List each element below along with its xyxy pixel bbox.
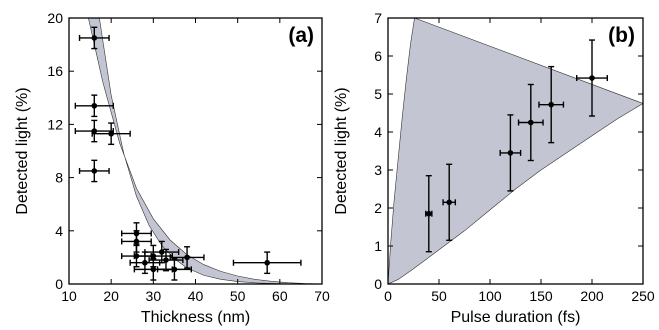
- data-marker: [171, 266, 178, 273]
- y-tick-label: 3: [374, 162, 382, 178]
- data-point: [91, 122, 131, 146]
- data-marker: [507, 150, 514, 156]
- x-tick-label: 20: [103, 288, 119, 304]
- data-marker: [108, 130, 114, 137]
- x-tick-label: 150: [529, 288, 553, 304]
- data-point: [169, 246, 205, 269]
- data-marker: [446, 199, 453, 206]
- panel-a: 10 20 30 40 50 60 70 0 4 8 12 16 20 Thickness (nm) Det…: [14, 10, 330, 326]
- data-point: [425, 174, 433, 253]
- x-tick-label: 50: [230, 288, 246, 304]
- axis-frame: [68, 17, 323, 285]
- data-marker: [548, 101, 554, 108]
- data-point: [232, 251, 302, 275]
- confidence-band: [388, 18, 643, 284]
- data-point: [78, 26, 110, 50]
- y-tick-label: 4: [55, 223, 63, 239]
- data-marker: [264, 259, 270, 266]
- axis-frame: [387, 17, 644, 285]
- data-marker: [426, 210, 432, 217]
- data-point: [78, 159, 110, 183]
- x-axis-title: Thickness (nm): [141, 309, 250, 326]
- x-tick-label: 60: [272, 288, 288, 304]
- y-tick-label: 6: [374, 48, 382, 64]
- data-marker: [184, 254, 190, 261]
- x-tick-label: 250: [631, 288, 655, 304]
- data-marker: [142, 259, 148, 266]
- x-tick-label: 10: [61, 288, 77, 304]
- y-tick-label: 0: [374, 276, 382, 292]
- y-tick-label: 0: [55, 276, 63, 292]
- data-point: [74, 94, 114, 118]
- panel-label: (b): [608, 24, 635, 47]
- data-marker: [91, 168, 98, 174]
- x-tick-label: 0: [384, 288, 392, 304]
- data-marker: [91, 128, 98, 134]
- y-tick-label: 4: [374, 124, 382, 140]
- data-marker: [91, 102, 98, 109]
- data-marker: [133, 238, 140, 245]
- data-marker: [528, 119, 534, 126]
- x-axis-title: Pulse duration (fs): [451, 309, 581, 326]
- x-tick-label: 200: [580, 288, 604, 304]
- y-axis-title: Detected light (%): [333, 87, 350, 214]
- data-point: [538, 65, 565, 144]
- x-tick-label: 50: [431, 288, 447, 304]
- data-point: [129, 251, 161, 275]
- y-tick-label: 12: [47, 116, 63, 132]
- data-point: [517, 83, 544, 162]
- confidence-band: [88, 18, 322, 284]
- data-marker: [91, 35, 98, 41]
- y-tick-label: 20: [47, 10, 63, 26]
- data-point: [156, 258, 192, 281]
- y-tick-label: 16: [47, 63, 63, 79]
- x-tick-label: 100: [478, 288, 502, 304]
- y-tick-label: 5: [374, 86, 382, 102]
- data-point: [74, 119, 114, 143]
- y-axis-title: Detected light (%): [14, 87, 31, 214]
- y-tick-label: 2: [374, 200, 382, 216]
- panel-b: 0 50 100 150 200 250 0 1 2 3 4 5 6 7 Pulse duration (f…: [333, 10, 655, 326]
- data-point: [442, 163, 457, 242]
- x-tick-label: 40: [188, 288, 204, 304]
- data-point: [144, 240, 180, 264]
- x-tick-label: 30: [146, 288, 162, 304]
- data-point: [576, 39, 608, 117]
- data-marker: [158, 249, 165, 255]
- data-point: [499, 114, 522, 192]
- data-marker: [150, 253, 157, 259]
- data-marker: [589, 75, 595, 81]
- y-tick-label: 8: [55, 170, 63, 186]
- data-marker: [163, 257, 169, 263]
- data-marker: [150, 266, 157, 273]
- panel-label: (a): [288, 24, 314, 47]
- y-tick-label: 1: [374, 238, 382, 254]
- y-tick-label: 7: [374, 10, 382, 26]
- x-tick-label: 70: [314, 288, 330, 304]
